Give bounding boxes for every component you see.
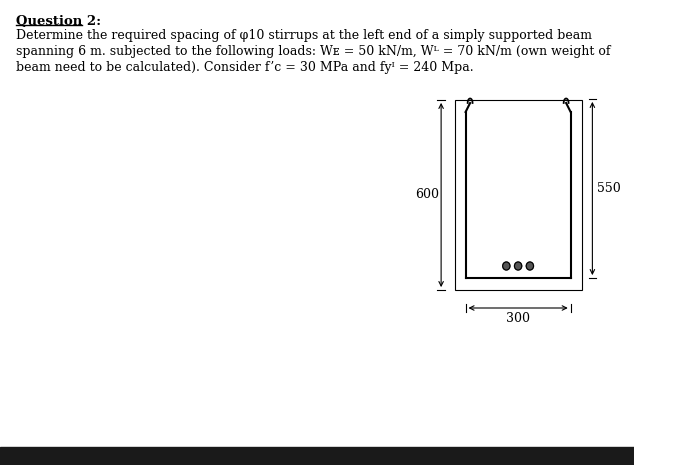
Text: Question 2:: Question 2: xyxy=(16,15,102,28)
Text: 550: 550 xyxy=(597,182,621,195)
Text: 600: 600 xyxy=(414,188,439,201)
Circle shape xyxy=(503,262,510,270)
Text: beam need to be calculated). Consider f’c = 30 MPa and fyᴵ = 240 Mpa.: beam need to be calculated). Consider f’… xyxy=(16,61,474,74)
Circle shape xyxy=(514,262,522,270)
Bar xyxy=(0,447,634,465)
Circle shape xyxy=(526,262,533,270)
Text: Determine the required spacing of φ10 stirrups at the left end of a simply suppo: Determine the required spacing of φ10 st… xyxy=(16,29,592,42)
Text: spanning 6 m. subjected to the following loads: Wᴇ = 50 kN/m, Wᴸ = 70 kN/m (own : spanning 6 m. subjected to the following… xyxy=(16,45,611,58)
Bar xyxy=(455,100,582,290)
Text: 300: 300 xyxy=(506,312,530,325)
